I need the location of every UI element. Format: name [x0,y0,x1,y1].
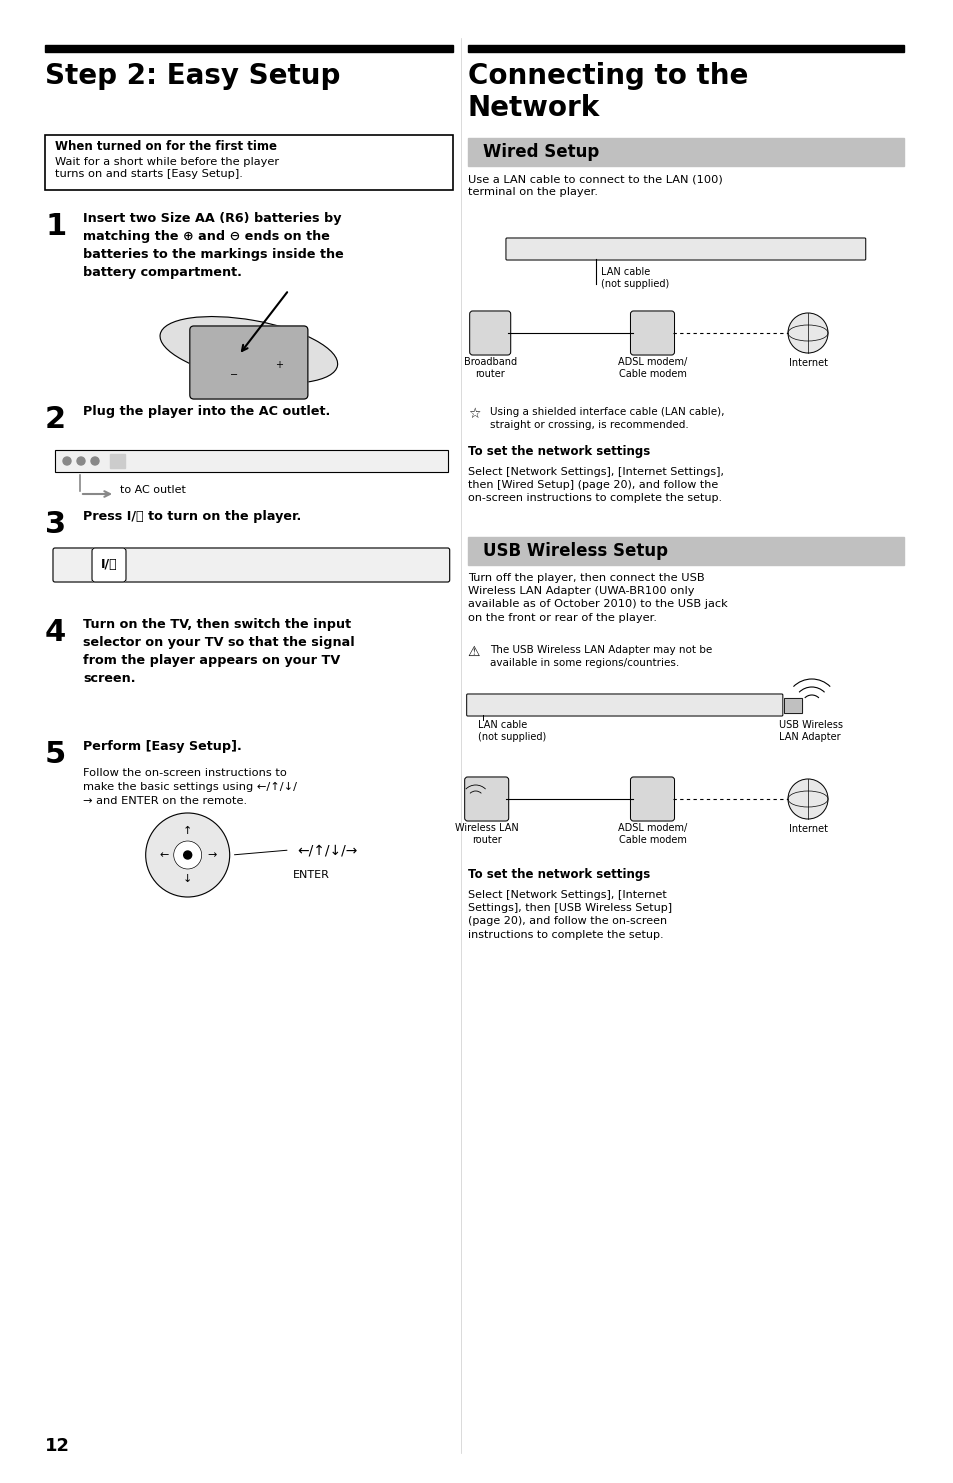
Circle shape [77,457,85,466]
Text: I/⏻: I/⏻ [101,559,117,571]
Text: Plug the player into the AC outlet.: Plug the player into the AC outlet. [83,405,330,418]
Text: Select [Network Settings], [Internet Settings],
then [Wired Setup] (page 20), an: Select [Network Settings], [Internet Set… [467,467,723,503]
Bar [110,454,125,467]
Bar [45,44,453,52]
Text: Step 2: Easy Setup: Step 2: Easy Setup [45,62,340,90]
Text: Wait for a short while before the player
turns on and starts [Easy Setup].: Wait for a short while before the player… [55,157,279,178]
Bar [55,449,447,472]
FancyBboxPatch shape [91,549,126,581]
Text: When turned on for the first time: When turned on for the first time [55,139,276,153]
Text: to AC outlet: to AC outlet [120,485,186,495]
Text: Press I/⏻ to turn on the player.: Press I/⏻ to turn on the player. [83,510,301,523]
Text: 5: 5 [45,740,66,770]
Text: ADSL modem/
Cable modem: ADSL modem/ Cable modem [618,357,686,378]
FancyBboxPatch shape [464,777,508,822]
Text: Insert two Size AA (R6) batteries by
matching the ⊕ and ⊖ ends on the
batteries : Insert two Size AA (R6) batteries by mat… [83,212,343,279]
Text: ←/↑/↓/→: ←/↑/↓/→ [297,842,357,857]
FancyBboxPatch shape [190,326,308,399]
Text: ↑: ↑ [183,826,193,836]
FancyBboxPatch shape [630,777,674,822]
Text: To set the network settings: To set the network settings [467,445,649,458]
Text: Follow the on-screen instructions to
make the basic settings using ←/↑/↓/
→ and : Follow the on-screen instructions to mak… [83,768,296,807]
Circle shape [173,841,201,869]
Text: Internet: Internet [788,825,826,833]
Bar [783,697,801,712]
Text: 3: 3 [45,510,66,538]
Text: Select [Network Settings], [Internet
Settings], then [USB Wireless Setup]
(page : Select [Network Settings], [Internet Set… [467,890,671,940]
Text: Wireless LAN
router: Wireless LAN router [455,823,518,845]
Text: ←: ← [159,850,168,860]
Bar [467,44,903,52]
FancyBboxPatch shape [45,135,453,190]
Bar [467,537,903,565]
Text: Wired Setup: Wired Setup [482,142,598,162]
Circle shape [91,457,99,466]
Text: Broadband
router: Broadband router [463,357,517,378]
Ellipse shape [160,316,337,384]
FancyBboxPatch shape [505,237,864,260]
Bar [55,449,447,472]
Text: ⚠: ⚠ [467,645,479,658]
FancyBboxPatch shape [53,549,449,581]
Circle shape [63,457,71,466]
Circle shape [787,313,827,353]
FancyBboxPatch shape [469,311,510,354]
FancyBboxPatch shape [630,311,674,354]
Text: −: − [230,369,237,380]
Bar [783,697,801,712]
Text: Connecting to the
Network: Connecting to the Network [467,62,747,123]
Text: To set the network settings: To set the network settings [467,868,649,881]
Text: LAN cable
(not supplied): LAN cable (not supplied) [477,721,545,742]
Text: 2: 2 [45,405,66,435]
Circle shape [787,779,827,819]
Text: USB Wireless Setup: USB Wireless Setup [482,541,667,561]
Text: ☆: ☆ [467,406,479,421]
Text: ↓: ↓ [183,873,193,884]
Text: Turn off the player, then connect the USB
Wireless LAN Adapter (UWA-BR100 only
a: Turn off the player, then connect the US… [467,572,727,623]
Text: LAN cable
(not supplied): LAN cable (not supplied) [600,267,669,289]
Circle shape [146,813,230,897]
FancyBboxPatch shape [466,694,782,716]
Text: USB Wireless
LAN Adapter: USB Wireless LAN Adapter [778,721,841,742]
Text: →: → [207,850,216,860]
Text: The USB Wireless LAN Adapter may not be
available in some regions/countries.: The USB Wireless LAN Adapter may not be … [489,645,711,669]
Text: ENTER: ENTER [293,871,330,879]
Text: Using a shielded interface cable (LAN cable),
straight or crossing, is recommend: Using a shielded interface cable (LAN ca… [489,406,723,430]
Text: 4: 4 [45,618,66,647]
Bar [467,138,903,166]
Text: Use a LAN cable to connect to the LAN (100)
terminal on the player.: Use a LAN cable to connect to the LAN (1… [467,174,721,197]
Text: ADSL modem/
Cable modem: ADSL modem/ Cable modem [618,823,686,845]
Circle shape [184,851,192,859]
Text: Perform [Easy Setup].: Perform [Easy Setup]. [83,740,241,753]
Text: Internet: Internet [788,357,826,368]
Text: 12: 12 [45,1437,70,1455]
Text: +: + [274,360,282,369]
Text: 1: 1 [45,212,66,242]
Text: Turn on the TV, then switch the input
selector on your TV so that the signal
fro: Turn on the TV, then switch the input se… [83,618,355,685]
